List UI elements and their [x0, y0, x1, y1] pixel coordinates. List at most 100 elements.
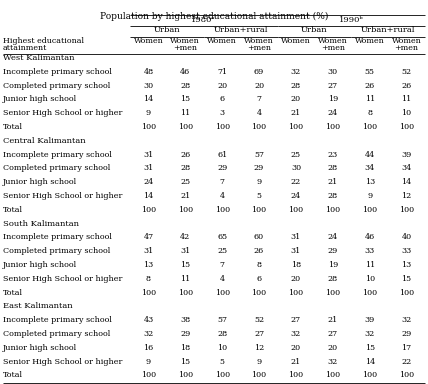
Text: 25: 25	[180, 178, 190, 186]
Text: 100: 100	[288, 289, 303, 296]
Text: 100: 100	[288, 123, 303, 131]
Text: 46: 46	[365, 233, 375, 242]
Text: 100: 100	[141, 371, 156, 379]
Text: 100: 100	[288, 206, 303, 214]
Text: Highest educational: Highest educational	[3, 37, 84, 45]
Text: 31: 31	[143, 151, 154, 159]
Text: 24: 24	[143, 178, 154, 186]
Text: 11: 11	[180, 109, 190, 117]
Text: 61: 61	[217, 151, 227, 159]
Text: 8: 8	[146, 275, 151, 283]
Text: 30: 30	[143, 81, 154, 89]
Text: 4: 4	[220, 192, 225, 200]
Text: 20: 20	[291, 95, 301, 103]
Text: 100: 100	[399, 206, 414, 214]
Text: Incomplete primary school: Incomplete primary school	[3, 233, 112, 242]
Text: 1990ᵇ: 1990ᵇ	[339, 16, 364, 24]
Text: 27: 27	[328, 330, 338, 338]
Text: 17: 17	[401, 344, 412, 352]
Text: 52: 52	[401, 68, 412, 76]
Text: 100: 100	[178, 206, 193, 214]
Text: 39: 39	[365, 316, 375, 324]
Text: Women: Women	[207, 37, 237, 45]
Text: Junior high school: Junior high school	[3, 261, 77, 269]
Text: 32: 32	[365, 330, 375, 338]
Text: 100: 100	[325, 289, 340, 296]
Text: 52: 52	[254, 316, 264, 324]
Text: Women: Women	[170, 37, 200, 45]
Text: 25: 25	[217, 247, 227, 255]
Text: 23: 23	[328, 151, 338, 159]
Text: 13: 13	[365, 178, 375, 186]
Text: 12: 12	[254, 344, 264, 352]
Text: 21: 21	[328, 316, 338, 324]
Text: 100: 100	[178, 123, 193, 131]
Text: 100: 100	[399, 289, 414, 296]
Text: Senior High School or higher: Senior High School or higher	[3, 358, 122, 366]
Text: Urban+rural: Urban+rural	[214, 26, 268, 35]
Text: 8: 8	[256, 261, 262, 269]
Text: 20: 20	[291, 275, 301, 283]
Text: 18: 18	[180, 344, 190, 352]
Text: 69: 69	[254, 68, 264, 76]
Text: 28: 28	[291, 81, 301, 89]
Text: 100: 100	[178, 289, 193, 296]
Text: 26: 26	[180, 151, 190, 159]
Text: 15: 15	[180, 261, 190, 269]
Text: 26: 26	[401, 81, 412, 89]
Text: Incomplete primary school: Incomplete primary school	[3, 316, 112, 324]
Text: 57: 57	[217, 316, 227, 324]
Text: Women: Women	[281, 37, 311, 45]
Text: 100: 100	[362, 289, 377, 296]
Text: 29: 29	[254, 164, 264, 172]
Text: 31: 31	[143, 247, 154, 255]
Text: Total: Total	[3, 371, 23, 379]
Text: 4: 4	[220, 275, 225, 283]
Text: 65: 65	[217, 233, 227, 242]
Text: 100: 100	[141, 289, 156, 296]
Text: 21: 21	[291, 358, 301, 366]
Text: 32: 32	[328, 358, 338, 366]
Text: 28: 28	[328, 275, 338, 283]
Text: 14: 14	[365, 358, 375, 366]
Text: 26: 26	[365, 81, 375, 89]
Text: 100: 100	[399, 123, 414, 131]
Text: +men: +men	[173, 45, 197, 53]
Text: 10: 10	[401, 109, 412, 117]
Text: 21: 21	[180, 192, 190, 200]
Text: 100: 100	[214, 206, 230, 214]
Text: 100: 100	[252, 289, 267, 296]
Text: 29: 29	[180, 330, 190, 338]
Text: 11: 11	[180, 275, 190, 283]
Text: Senior High School or higher: Senior High School or higher	[3, 275, 122, 283]
Text: 100: 100	[362, 371, 377, 379]
Text: 15: 15	[401, 275, 412, 283]
Text: +men: +men	[321, 45, 345, 53]
Text: 31: 31	[143, 164, 154, 172]
Text: Incomplete primary school: Incomplete primary school	[3, 68, 112, 76]
Text: Central Kalimantan: Central Kalimantan	[3, 137, 86, 145]
Text: 24: 24	[328, 109, 338, 117]
Text: Junior high school: Junior high school	[3, 344, 77, 352]
Text: 7: 7	[256, 95, 262, 103]
Text: 9: 9	[256, 178, 262, 186]
Text: 10: 10	[217, 344, 227, 352]
Text: +men: +men	[247, 45, 271, 53]
Text: 22: 22	[401, 358, 412, 366]
Text: 20: 20	[254, 81, 264, 89]
Text: Completed primary school: Completed primary school	[3, 81, 110, 89]
Text: 43: 43	[143, 316, 154, 324]
Text: 28: 28	[328, 192, 338, 200]
Text: Completed primary school: Completed primary school	[3, 164, 110, 172]
Text: Incomplete primary school: Incomplete primary school	[3, 151, 112, 159]
Text: 9: 9	[146, 109, 151, 117]
Text: 32: 32	[291, 330, 301, 338]
Text: 12: 12	[401, 192, 412, 200]
Text: 100: 100	[178, 371, 193, 379]
Text: 31: 31	[180, 247, 190, 255]
Text: 15: 15	[365, 344, 375, 352]
Text: 14: 14	[143, 95, 154, 103]
Text: 8: 8	[367, 109, 372, 117]
Text: 100: 100	[362, 206, 377, 214]
Text: 15: 15	[180, 358, 190, 366]
